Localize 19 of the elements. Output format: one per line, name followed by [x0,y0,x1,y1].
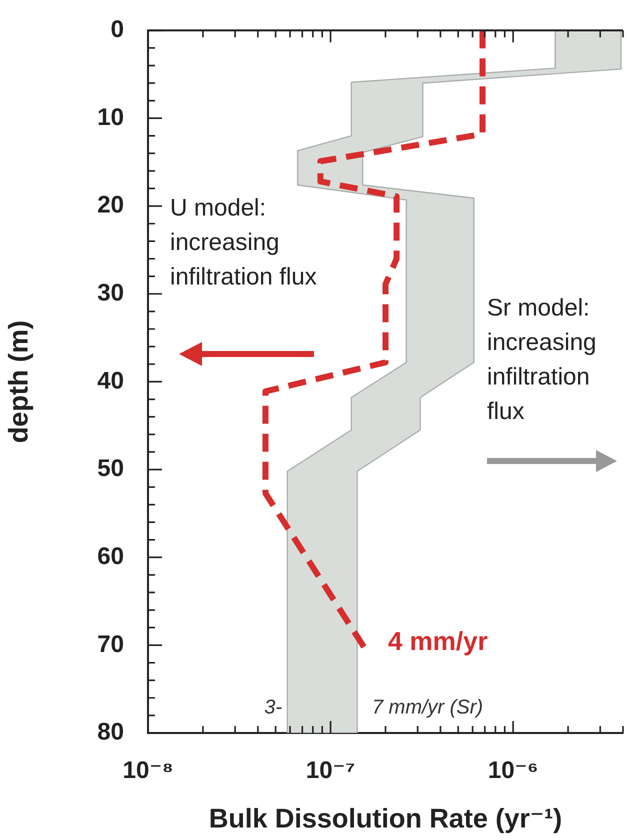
y-tick-label: 60 [97,542,124,570]
y-tick-label: 0 [110,16,124,44]
annotation: 7 mm/yr (Sr) [372,696,484,719]
annotation: Sr model: increasing infiltration flux [487,294,596,426]
y-tick-label: 80 [97,718,124,746]
annotation: 3- [264,696,282,719]
y-tick-label: 40 [97,367,124,394]
y-tick-label: 30 [97,280,124,306]
y-tick-label: 50 [97,455,124,482]
y-axis-title: depth (m) [4,320,34,444]
x-tick-label: 10⁻⁶ [488,757,538,784]
x-tick-label: 10⁻⁸ [122,757,174,784]
annotation: U model: increasing infiltration flux [170,194,317,291]
y-tick-label: 20 [97,192,124,219]
x-tick-label: 10⁻⁷ [306,757,356,784]
y-tick-label: 10 [97,104,124,131]
x-axis-title: Bulk Dissolution Rate (yr⁻¹) [208,803,562,834]
annotation: 4 mm/yr [388,626,488,656]
y-tick-label: 70 [97,630,124,658]
